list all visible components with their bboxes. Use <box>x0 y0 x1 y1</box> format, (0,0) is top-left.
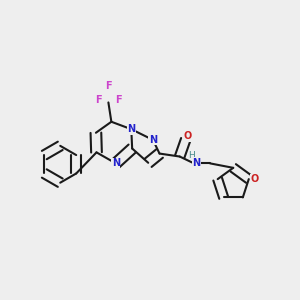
Text: N: N <box>127 124 135 134</box>
Text: N: N <box>192 158 200 168</box>
Text: O: O <box>184 131 192 141</box>
Text: N: N <box>112 158 120 168</box>
Text: O: O <box>250 174 259 184</box>
Text: N: N <box>149 135 157 145</box>
Text: F: F <box>105 81 112 91</box>
Text: F: F <box>116 95 122 105</box>
Text: F: F <box>96 95 102 105</box>
Text: H: H <box>188 152 195 160</box>
